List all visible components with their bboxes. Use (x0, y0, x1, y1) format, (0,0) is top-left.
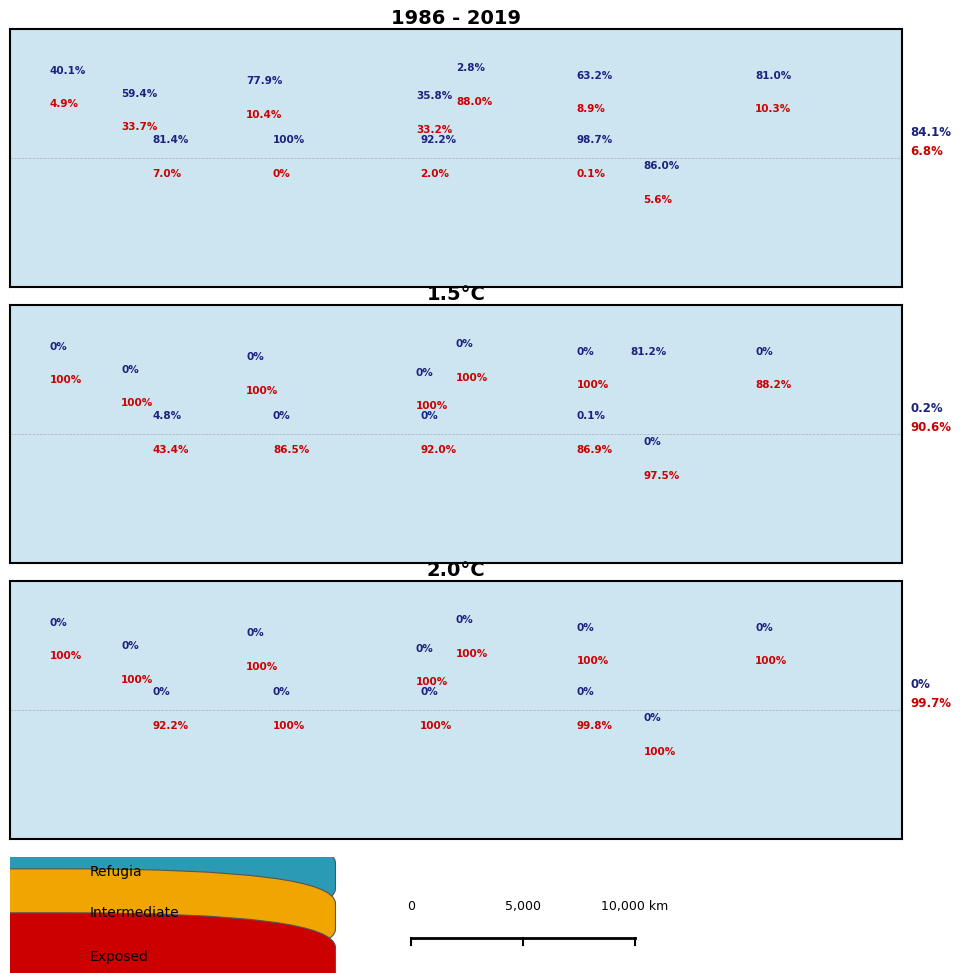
Text: 0%: 0% (273, 688, 291, 698)
Text: 0%: 0% (577, 346, 594, 357)
Text: 0%: 0% (153, 688, 170, 698)
Text: 2.8%: 2.8% (456, 63, 485, 73)
Text: 86.5%: 86.5% (273, 445, 309, 455)
Text: 0%: 0% (643, 437, 661, 448)
Text: 0%: 0% (456, 615, 473, 625)
Text: 100%: 100% (246, 385, 278, 396)
Text: 100%: 100% (456, 649, 489, 659)
Text: 98.7%: 98.7% (577, 135, 612, 145)
Text: 100%: 100% (756, 657, 787, 667)
Text: 81.4%: 81.4% (153, 135, 189, 145)
Text: 7.0%: 7.0% (153, 169, 181, 179)
Text: 5.6%: 5.6% (643, 195, 673, 204)
Text: 4.8%: 4.8% (153, 412, 181, 421)
FancyBboxPatch shape (0, 828, 335, 923)
Text: 8.9%: 8.9% (577, 104, 606, 115)
Text: 100%: 100% (416, 401, 448, 411)
Text: 2.0%: 2.0% (420, 169, 449, 179)
Text: 6.8%: 6.8% (910, 145, 943, 158)
Text: 100%: 100% (643, 747, 676, 757)
Text: 100%: 100% (50, 376, 82, 385)
Text: 100%: 100% (246, 662, 278, 671)
Text: 0%: 0% (577, 623, 594, 632)
Text: 0%: 0% (420, 688, 438, 698)
Text: Refugia: Refugia (90, 865, 143, 880)
Text: 100%: 100% (121, 674, 154, 685)
Text: 0%: 0% (273, 412, 291, 421)
Text: 0%: 0% (577, 688, 594, 698)
Text: 0%: 0% (643, 713, 661, 723)
Text: 88.2%: 88.2% (756, 380, 791, 390)
Text: 0%: 0% (756, 346, 773, 357)
Text: 0.1%: 0.1% (577, 169, 606, 179)
Text: 88.0%: 88.0% (456, 96, 492, 107)
Text: 0%: 0% (246, 628, 264, 638)
Text: 0.2%: 0.2% (910, 402, 943, 415)
Text: 59.4%: 59.4% (121, 89, 157, 99)
FancyBboxPatch shape (0, 913, 335, 973)
Text: 10.4%: 10.4% (246, 110, 282, 120)
Text: 100%: 100% (577, 380, 609, 390)
Text: 0%: 0% (273, 169, 291, 179)
Title: 1.5°C: 1.5°C (426, 285, 486, 304)
Text: 0%: 0% (416, 643, 434, 654)
Title: 2.0°C: 2.0°C (426, 560, 486, 580)
Text: 0%: 0% (50, 618, 67, 628)
Text: 43.4%: 43.4% (153, 445, 189, 455)
Text: 33.7%: 33.7% (121, 123, 157, 132)
Text: 5,000: 5,000 (505, 900, 540, 913)
Text: 0%: 0% (756, 623, 773, 632)
Text: 92.0%: 92.0% (420, 445, 456, 455)
Text: 99.8%: 99.8% (577, 721, 612, 731)
Text: 100%: 100% (273, 135, 305, 145)
Text: 100%: 100% (416, 677, 448, 687)
Text: 0%: 0% (246, 352, 264, 362)
Text: 90.6%: 90.6% (910, 420, 951, 434)
Text: 97.5%: 97.5% (643, 471, 680, 481)
Text: 0%: 0% (910, 678, 930, 691)
Text: 0%: 0% (416, 368, 434, 378)
Text: 0%: 0% (50, 342, 67, 351)
Text: 33.2%: 33.2% (416, 126, 452, 135)
Text: 35.8%: 35.8% (416, 91, 452, 101)
Text: 0%: 0% (456, 340, 473, 349)
Text: 92.2%: 92.2% (420, 135, 456, 145)
Text: 100%: 100% (50, 651, 82, 662)
Text: Exposed: Exposed (90, 950, 149, 964)
Text: 81.0%: 81.0% (756, 71, 791, 81)
Text: Intermediate: Intermediate (90, 906, 180, 919)
Text: 84.1%: 84.1% (910, 126, 951, 139)
Text: 77.9%: 77.9% (246, 76, 282, 86)
Text: 0: 0 (407, 900, 416, 913)
Title: 1986 - 2019: 1986 - 2019 (391, 9, 521, 27)
Text: 10.3%: 10.3% (756, 104, 791, 115)
Text: 100%: 100% (121, 399, 154, 409)
Text: 86.9%: 86.9% (577, 445, 612, 455)
Text: 100%: 100% (273, 721, 305, 731)
Text: 86.0%: 86.0% (643, 162, 680, 171)
Text: 100%: 100% (577, 657, 609, 667)
Text: 81.2%: 81.2% (630, 346, 666, 357)
Text: 99.7%: 99.7% (910, 697, 951, 709)
Text: 63.2%: 63.2% (577, 71, 612, 81)
Text: 0%: 0% (420, 412, 438, 421)
Text: 92.2%: 92.2% (153, 721, 188, 731)
Text: 40.1%: 40.1% (50, 65, 86, 76)
Text: 0%: 0% (121, 365, 139, 375)
Text: 0%: 0% (121, 641, 139, 651)
Text: 4.9%: 4.9% (50, 99, 79, 109)
FancyBboxPatch shape (0, 869, 335, 963)
Text: 10,000 km: 10,000 km (601, 900, 668, 913)
Text: 0.1%: 0.1% (577, 412, 606, 421)
Text: 100%: 100% (420, 721, 452, 731)
Text: 100%: 100% (456, 373, 489, 382)
